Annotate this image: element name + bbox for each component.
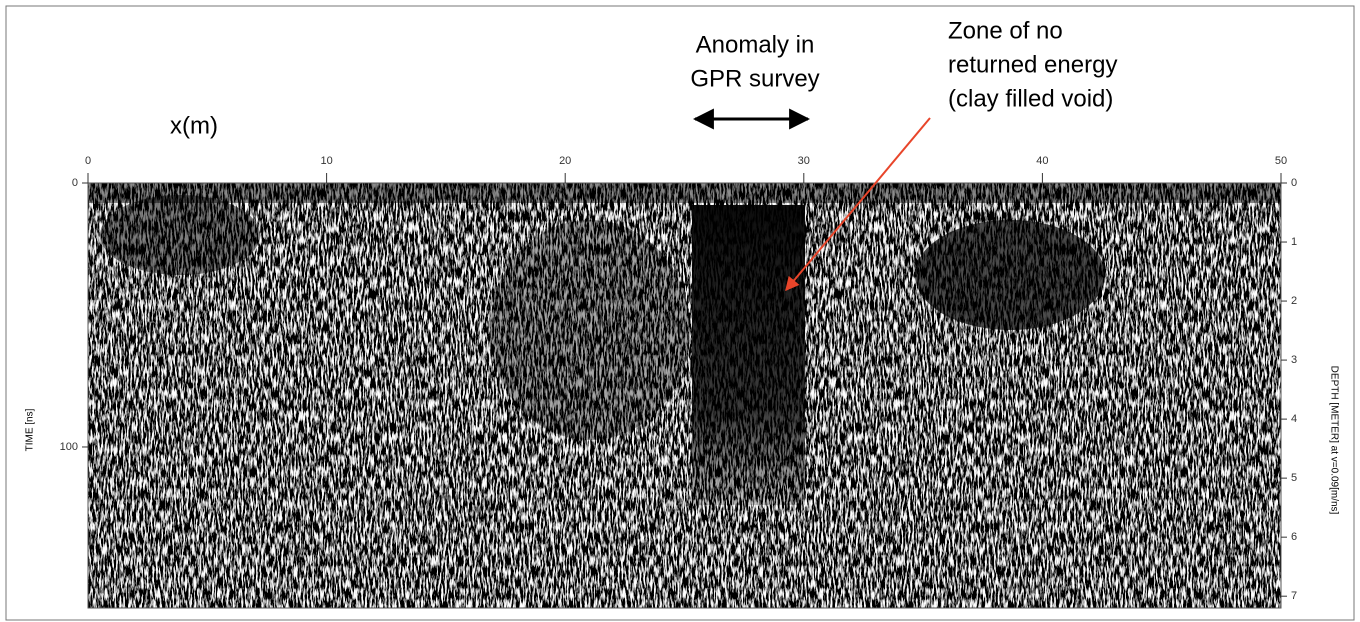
x-tick-label: 0 [85, 155, 91, 167]
x-tick-label: 10 [320, 155, 332, 167]
x-tick-label: 40 [1036, 155, 1048, 167]
y-tick-label: 0 [72, 177, 78, 189]
x-tick-label: 50 [1275, 155, 1287, 167]
annotation: returned energy [948, 51, 1117, 78]
image-band [88, 183, 1281, 203]
radargram-image [88, 183, 1281, 608]
y2-tick-label: 6 [1291, 531, 1297, 543]
annotation: (clay filled void) [948, 85, 1113, 112]
y-tick-label: 100 [60, 441, 78, 453]
annotation: Anomaly in [696, 31, 815, 58]
annotation: Zone of no [948, 17, 1063, 44]
y2-axis-label: DEPTH [METER] at v=0.09[m/ns] [1328, 366, 1339, 515]
y2-tick-label: 3 [1291, 354, 1297, 366]
image-noise [88, 183, 1281, 608]
y-axis-label: TIME [ns] [25, 408, 36, 451]
x-tick-label: 30 [798, 155, 810, 167]
y2-tick-label: 4 [1291, 413, 1297, 425]
y2-tick-label: 1 [1291, 236, 1297, 248]
image-dark-zone [100, 195, 260, 275]
image-dark-zone [490, 220, 690, 440]
x-axis-label: x(m) [170, 112, 218, 139]
annotation: GPR survey [690, 65, 819, 92]
void-zone [692, 205, 805, 505]
x-tick-label: 20 [559, 155, 571, 167]
image-dark-zone [915, 220, 1105, 330]
chart: x(m) TIME [ns] DEPTH [METER] at v=0.09[m… [0, 0, 1360, 622]
y2-tick-label: 5 [1291, 472, 1297, 484]
y2-tick-label: 7 [1291, 590, 1297, 602]
y2-tick-label: 0 [1291, 177, 1297, 189]
y2-tick-label: 2 [1291, 295, 1297, 307]
